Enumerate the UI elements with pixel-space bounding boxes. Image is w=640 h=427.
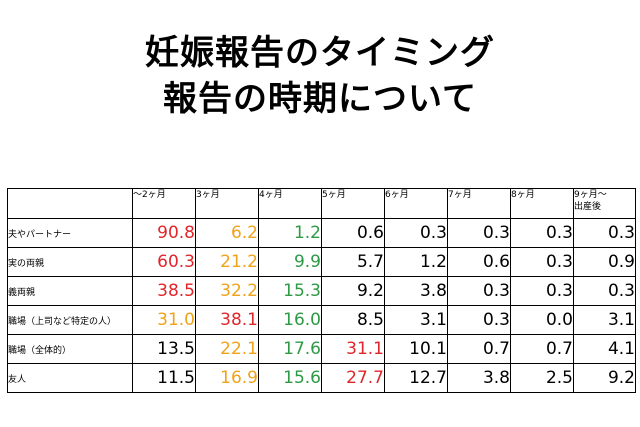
value-cell: 90.8 <box>132 218 196 248</box>
table-row: 職場（全体的） 13.5 22.1 17.6 31.1 10.1 0.7 0.7 4.1 <box>7 334 636 364</box>
value-cell: 0.3 <box>573 218 636 248</box>
value-cell: 0.3 <box>447 218 511 248</box>
value-cell: 1.2 <box>384 247 448 277</box>
value-cell: 31.0 <box>132 305 196 335</box>
value-cell: 0.6 <box>321 218 385 248</box>
value-cell: 4.1 <box>573 334 636 364</box>
row-label: 義両親 <box>7 276 133 306</box>
header-row: ～2ヶ月 3ヶ月 4ヶ月 5ヶ月 6ヶ月 7ヶ月 8ヶ月 9ヶ月～ 出産後 <box>7 188 636 219</box>
value-cell: 0.3 <box>510 276 574 306</box>
page-subtitle: 報告の時期について <box>163 79 477 119</box>
value-cell: 38.1 <box>195 305 259 335</box>
row-label: 夫やパートナー <box>7 218 133 248</box>
table-row: 友人 11.5 16.9 15.6 27.7 12.7 3.8 2.5 9.2 <box>7 363 636 393</box>
value-cell: 3.1 <box>573 305 636 335</box>
value-cell: 0.7 <box>510 334 574 364</box>
value-cell: 21.2 <box>195 247 259 277</box>
value-cell: 2.5 <box>510 363 574 393</box>
row-label: 職場（全体的） <box>7 334 133 364</box>
value-cell: 10.1 <box>384 334 448 364</box>
value-cell: 60.3 <box>132 247 196 277</box>
value-cell: 0.3 <box>573 276 636 306</box>
timing-table: ～2ヶ月 3ヶ月 4ヶ月 5ヶ月 6ヶ月 7ヶ月 8ヶ月 9ヶ月～ 出産後 夫やパートナー 90.… <box>7 188 636 393</box>
value-cell: 0.7 <box>447 334 511 364</box>
column-header: 5ヶ月 <box>321 188 385 219</box>
value-cell: 0.3 <box>384 218 448 248</box>
value-cell: 15.3 <box>258 276 322 306</box>
row-label: 職場（上司など特定の人） <box>7 305 133 335</box>
value-cell: 22.1 <box>195 334 259 364</box>
value-cell: 3.8 <box>447 363 511 393</box>
row-label: 実の両親 <box>7 247 133 277</box>
table-row: 職場（上司など特定の人） 31.0 38.1 16.0 8.5 3.1 0.3 0.0 3.1 <box>7 305 636 335</box>
column-header: ～2ヶ月 <box>132 188 196 219</box>
title-block: 妊娠報告のタイミング 報告の時期について <box>0 30 640 122</box>
value-cell: 9.2 <box>321 276 385 306</box>
value-cell: 0.3 <box>510 218 574 248</box>
value-cell: 6.2 <box>195 218 259 248</box>
column-header: 9ヶ月～ 出産後 <box>573 188 636 219</box>
value-cell: 3.1 <box>384 305 448 335</box>
value-cell: 0.3 <box>510 247 574 277</box>
value-cell: 16.0 <box>258 305 322 335</box>
value-cell: 13.5 <box>132 334 196 364</box>
value-cell: 3.8 <box>384 276 448 306</box>
column-header: 8ヶ月 <box>510 188 574 219</box>
page-title: 妊娠報告のタイミング <box>145 33 495 73</box>
header-corner <box>7 188 133 219</box>
value-cell: 9.2 <box>573 363 636 393</box>
value-cell: 0.0 <box>510 305 574 335</box>
value-cell: 9.9 <box>258 247 322 277</box>
table-row: 夫やパートナー 90.8 6.2 1.2 0.6 0.3 0.3 0.3 0.3 <box>7 218 636 248</box>
value-cell: 17.6 <box>258 334 322 364</box>
column-header: 3ヶ月 <box>195 188 259 219</box>
value-cell: 0.9 <box>573 247 636 277</box>
table-row: 義両親 38.5 32.2 15.3 9.2 3.8 0.3 0.3 0.3 <box>7 276 636 306</box>
value-cell: 1.2 <box>258 218 322 248</box>
value-cell: 27.7 <box>321 363 385 393</box>
value-cell: 15.6 <box>258 363 322 393</box>
column-header: 7ヶ月 <box>447 188 511 219</box>
row-label: 友人 <box>7 363 133 393</box>
value-cell: 32.2 <box>195 276 259 306</box>
value-cell: 0.3 <box>447 276 511 306</box>
value-cell: 16.9 <box>195 363 259 393</box>
value-cell: 38.5 <box>132 276 196 306</box>
value-cell: 5.7 <box>321 247 385 277</box>
value-cell: 0.6 <box>447 247 511 277</box>
table-row: 実の両親 60.3 21.2 9.9 5.7 1.2 0.6 0.3 0.9 <box>7 247 636 277</box>
column-header: 4ヶ月 <box>258 188 322 219</box>
value-cell: 8.5 <box>321 305 385 335</box>
value-cell: 31.1 <box>321 334 385 364</box>
column-header: 6ヶ月 <box>384 188 448 219</box>
value-cell: 0.3 <box>447 305 511 335</box>
value-cell: 12.7 <box>384 363 448 393</box>
value-cell: 11.5 <box>132 363 196 393</box>
table-header: ～2ヶ月 3ヶ月 4ヶ月 5ヶ月 6ヶ月 7ヶ月 8ヶ月 9ヶ月～ 出産後 <box>7 188 636 219</box>
table-body: 夫やパートナー 90.8 6.2 1.2 0.6 0.3 0.3 0.3 0.3 実の両親 60.3… <box>7 218 636 393</box>
